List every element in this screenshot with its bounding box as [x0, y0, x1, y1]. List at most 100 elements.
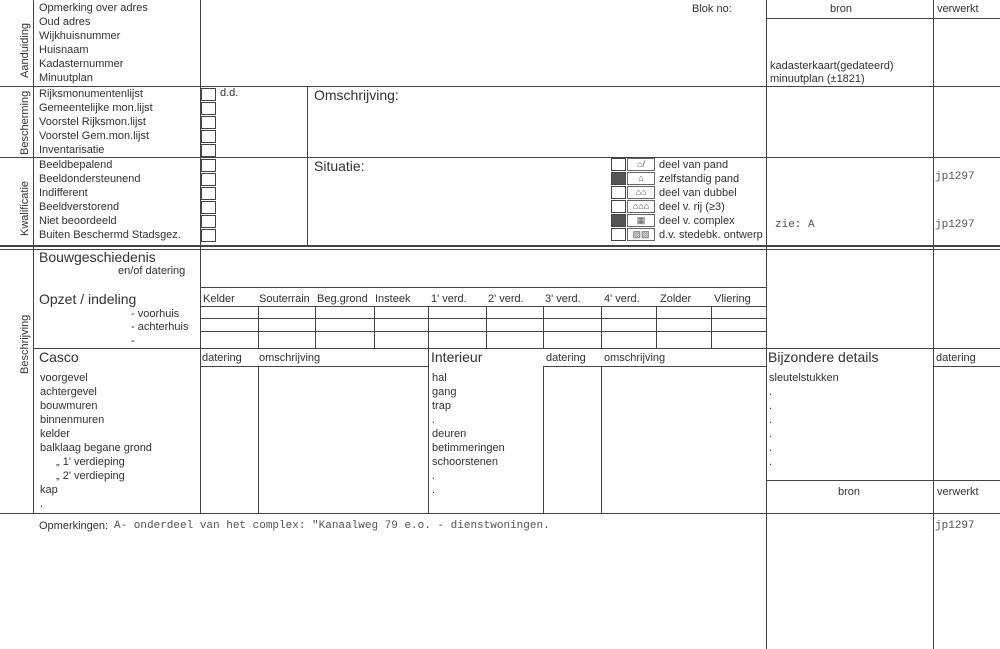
interieur-label: Interieur [431, 349, 483, 365]
interieur-item: schoorstenen [432, 456, 499, 468]
datering-header: datering [546, 352, 586, 364]
option-label: zelfstandig pand [659, 173, 740, 185]
casco-item: balklaag begane grond [40, 442, 152, 454]
field-label: Indifferent [39, 187, 88, 199]
opzet-row: - voorhuis [131, 308, 180, 320]
checkbox[interactable] [201, 144, 216, 157]
interieur-item: . [432, 484, 436, 496]
bron-entry: kadasterkaart(gedateerd) [770, 60, 894, 72]
casco-item: voorgevel [40, 372, 88, 384]
omschrijving-label: Omschrijving: [314, 87, 399, 103]
complex-icon: ▦ [627, 214, 655, 227]
field-label: Inventarisatie [39, 144, 105, 156]
situatie-checkbox[interactable] [611, 200, 626, 213]
bijzondere-item: . [769, 386, 773, 398]
option-label: deel v. complex [659, 215, 735, 227]
situatie-checkbox[interactable] [611, 158, 626, 171]
interieur-item: deuren [432, 428, 467, 440]
field-label: Beeldbepalend [39, 159, 113, 171]
opmerkingen-text: A- onderdeel van het complex: "Kanaalweg… [114, 520, 550, 532]
row-house-icon: ⌂⌂⌂ [627, 200, 655, 213]
column-header: Kelder [203, 293, 235, 305]
casco-item: bouwmuren [40, 400, 98, 412]
bouwgeschiedenis-label: Bouwgeschiedenis [39, 249, 156, 265]
column-header: Souterrain [259, 293, 310, 305]
interieur-item: . [432, 414, 436, 426]
detached-house-icon: ⌂ [627, 172, 655, 185]
field-label: Gemeentelijke mon.lijst [39, 102, 153, 114]
casco-item: kap [40, 484, 58, 496]
column-header: 1' verd. [431, 293, 467, 305]
kwalificatie-list: Beeldbepalend Beeldondersteunend Indiffe… [39, 158, 181, 242]
dd-label: d.d. [220, 87, 239, 99]
field-label: Buiten Beschermd Stadsgez. [39, 229, 181, 241]
interieur-item: trap [432, 400, 451, 412]
column-header: 3' verd. [545, 293, 581, 305]
blok-no-label: Blok no: [692, 3, 732, 15]
bron-header: bron [830, 3, 853, 15]
field-label: Huisnaam [39, 44, 89, 56]
urban-design-icon: ▨▨ [627, 228, 655, 241]
checkbox[interactable] [201, 102, 216, 115]
section-bescherming: Bescherming [19, 90, 31, 155]
checkbox[interactable] [201, 229, 216, 242]
section-beschrijving: Beschrijving [19, 314, 31, 374]
casco-item: kelder [40, 428, 70, 440]
field-label: Beeldondersteunend [39, 173, 141, 185]
bijzondere-list: sleutelstukken . . . . . . [769, 371, 839, 469]
bijzondere-item: . [769, 442, 773, 454]
situatie-checkbox[interactable] [611, 186, 626, 199]
situatie-checkbox[interactable] [611, 172, 626, 185]
situatie-checkbox[interactable] [611, 214, 626, 227]
checkbox[interactable] [201, 88, 216, 101]
verwerkt-entry: jp1297 [935, 219, 975, 231]
bijzondere-item: . [769, 428, 773, 440]
field-label: Beeldverstorend [39, 201, 120, 213]
interieur-item: . [432, 470, 436, 482]
field-label: Wijkhuisnummer [39, 30, 121, 42]
option-label: deel van pand [659, 159, 729, 171]
checkbox[interactable] [201, 159, 216, 172]
checkbox[interactable] [201, 130, 216, 143]
checkbox[interactable] [201, 215, 216, 228]
bijzondere-item: sleutelstukken [769, 372, 839, 384]
field-label: Kadasternummer [39, 58, 124, 70]
option-label: d.v. stedebk. ontwerp [659, 229, 763, 241]
semi-detached-icon: ⌂⌂ [627, 186, 655, 199]
opzet-row: - [131, 335, 135, 347]
bron-entry: minuutplan (±1821) [770, 73, 865, 85]
field-label: Rijksmonumentenlijst [39, 88, 143, 100]
datering-sublabel: en/of datering [118, 265, 186, 277]
bron-header: bron [838, 486, 861, 498]
bijzondere-item: . [769, 400, 773, 412]
checkbox[interactable] [201, 173, 216, 186]
field-label: Oud adres [39, 16, 91, 28]
bijzondere-item: . [769, 414, 773, 426]
field-label: Minuutplan [39, 72, 93, 84]
section-aanduiding: Aanduiding [19, 22, 31, 78]
situatie-checkbox[interactable] [611, 228, 626, 241]
bijzondere-item: . [769, 456, 773, 468]
opzet-label: Opzet / indeling [39, 291, 137, 307]
field-label: Voorstel Rijksmon.lijst [39, 116, 146, 128]
casco-list: voorgevel achtergevel bouwmuren binnenmu… [40, 371, 152, 511]
interieur-item: gang [432, 386, 457, 398]
aanduiding-list: Opmerking over adres Oud adres Wijkhuisn… [39, 1, 148, 85]
column-header: Vliering [714, 293, 751, 305]
field-label: Niet beoordeeld [39, 215, 117, 227]
bijzondere-label: Bijzondere details [768, 349, 879, 365]
casco-label: Casco [39, 349, 79, 365]
verwerkt-header: verwerkt [937, 486, 979, 498]
column-header: 2' verd. [488, 293, 524, 305]
situatie-label: Situatie: [314, 158, 365, 174]
datering-header: datering [936, 352, 976, 364]
casco-item: . [40, 498, 44, 510]
checkbox[interactable] [201, 187, 216, 200]
option-label: deel v. rij (≥3) [659, 201, 725, 213]
checkbox[interactable] [201, 201, 216, 214]
casco-item: „ 1' verdieping [56, 456, 125, 468]
bescherming-list: Rijksmonumentenlijst Gemeentelijke mon.l… [39, 87, 153, 157]
casco-item: achtergevel [40, 386, 97, 398]
checkbox[interactable] [201, 116, 216, 129]
